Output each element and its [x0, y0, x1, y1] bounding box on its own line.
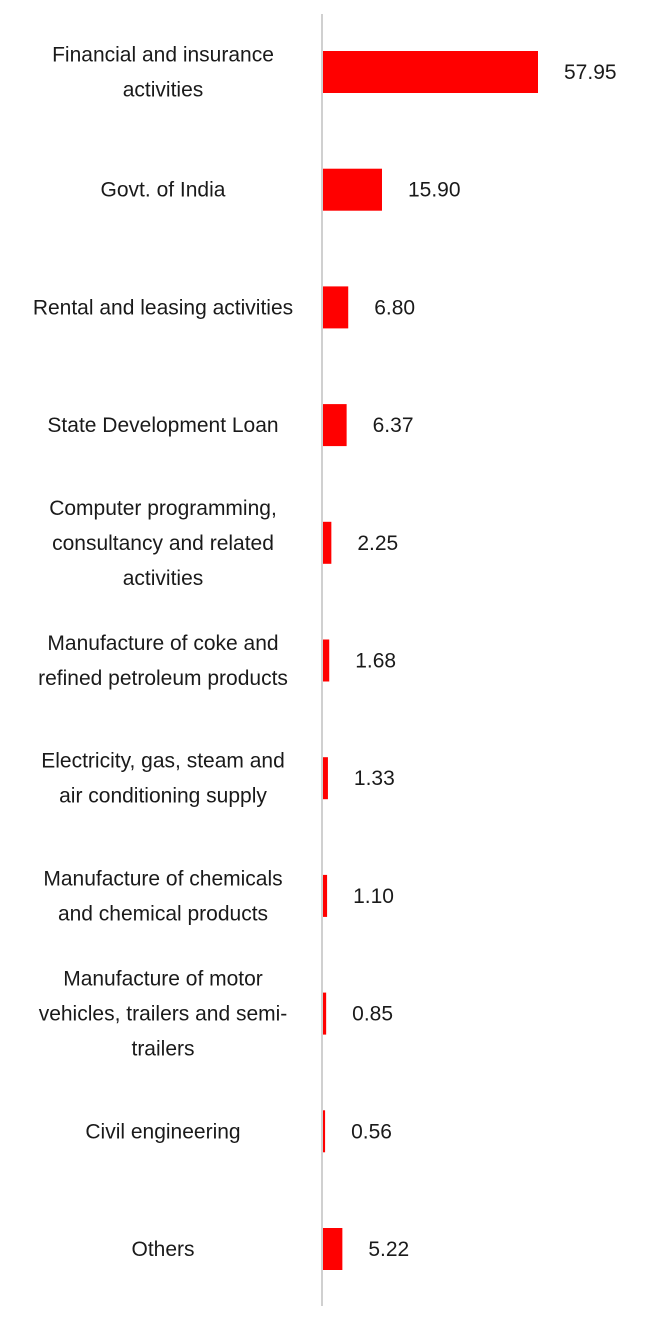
category-label: Financial and insurance activities: [52, 44, 274, 102]
category-label: Others: [131, 1238, 194, 1261]
data-label: 0.85: [352, 1003, 393, 1026]
bar: [323, 992, 327, 1035]
bar-series: 57.95 Financial and insurance activities 15…: [33, 44, 617, 1270]
bar: [323, 757, 328, 800]
bar: [323, 404, 347, 447]
data-label: 1.33: [354, 767, 395, 790]
data-label: 2.25: [357, 532, 398, 555]
data-label: 0.56: [351, 1120, 392, 1143]
bar: [323, 1228, 343, 1270]
category-label: State Development Loan: [47, 414, 278, 437]
data-label: 1.68: [355, 650, 396, 673]
bar: [323, 1110, 326, 1153]
data-label: 6.80: [374, 296, 415, 319]
bar: [323, 168, 382, 211]
data-label: 5.22: [368, 1238, 409, 1261]
category-label: Manufacture of chemicals and chemical pro…: [43, 867, 282, 925]
bar: [323, 51, 538, 93]
data-label: 1.10: [353, 885, 394, 908]
bar: [323, 521, 332, 564]
category-label: Computer programming, consultancy and rel…: [49, 497, 277, 590]
data-label: 15.90: [408, 179, 461, 202]
bar: [323, 874, 328, 917]
category-label: Civil engineering: [85, 1120, 240, 1143]
data-label: 6.37: [373, 414, 414, 437]
data-label: 57.95: [564, 61, 617, 84]
category-label: Rental and leasing activities: [33, 296, 293, 319]
category-label: Electricity, gas, steam and air condition…: [41, 750, 285, 808]
bar: [323, 639, 330, 682]
category-label: Govt. of India: [101, 179, 226, 202]
bar: [323, 286, 349, 329]
category-label: Manufacture of coke and refined petroleum…: [38, 632, 288, 690]
category-label: Manufacture of motor vehicles, trailers a…: [39, 968, 288, 1061]
